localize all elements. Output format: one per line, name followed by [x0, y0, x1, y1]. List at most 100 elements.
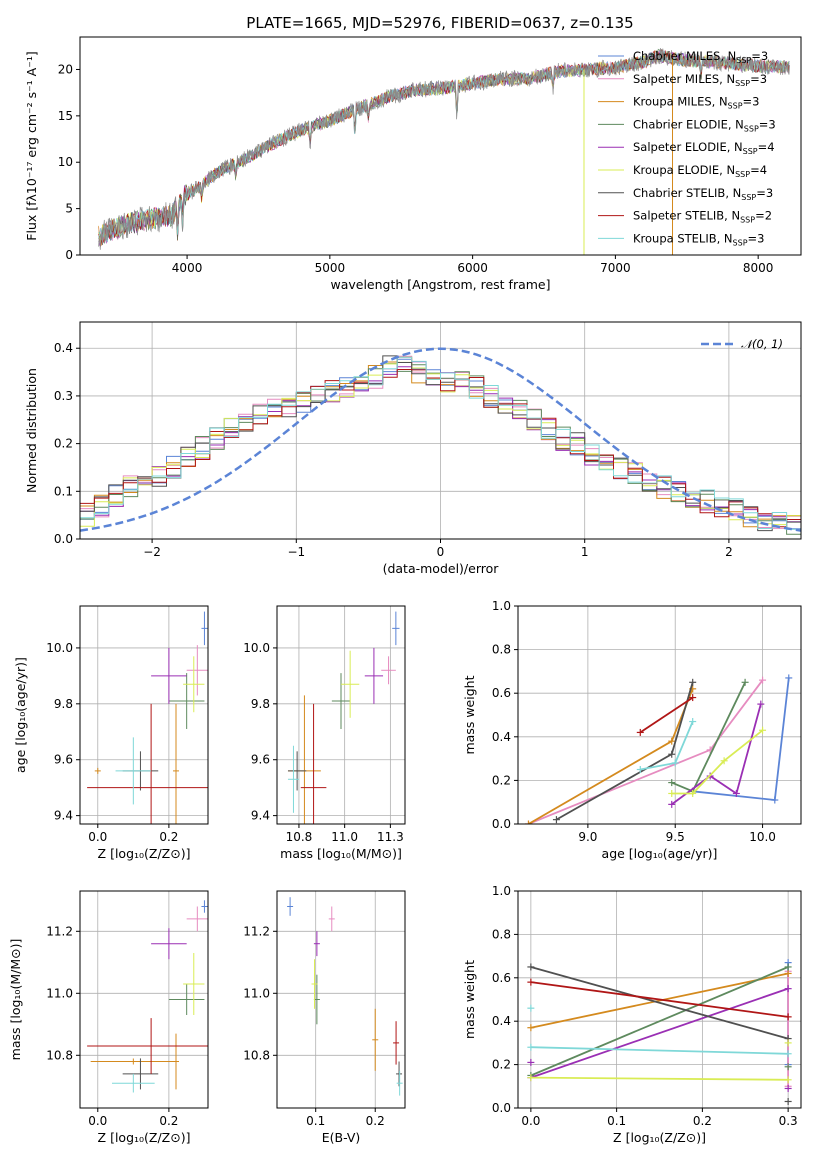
y-tick-label: 10 — [58, 155, 73, 169]
series-line-kroupa-stelib — [530, 1046, 789, 1055]
plot-frame — [79, 890, 209, 1109]
plot-area — [87, 900, 208, 1093]
legend-label-chabrier-stelib: Chabrier STELIB, NSSP=3 — [633, 186, 773, 202]
x-axis-label: wavelength [Angstrom, rest frame] — [330, 277, 550, 292]
legend-text: Chabrier MILES, N — [633, 49, 736, 63]
y-tick-label: 9.8 — [251, 697, 270, 711]
x-tick-label: 0.0 — [88, 1114, 107, 1128]
plot-area — [527, 959, 792, 1105]
y-tick-label: 11.2 — [243, 924, 270, 938]
y-tick-label: 0.0 — [54, 532, 73, 546]
figure-title: PLATE=1665, MJD=52976, FIBERID=0637, z=0… — [246, 14, 633, 32]
legend-suffix: =3 — [748, 231, 765, 245]
y-tick-label: 20 — [58, 62, 73, 76]
y-tick-label: 10.8 — [243, 1048, 270, 1062]
x-axis-label: age [log₁₀(age/yr)] — [602, 846, 718, 861]
legend-label-salpeter-elodie: Salpeter ELODIE, NSSP=4 — [633, 140, 775, 156]
spectrum-panel: 4000 5000 6000 7000 8000 0 5 10 15 20 Chabrier MIL… — [24, 36, 802, 292]
x-axis-label: (data-model)/error — [383, 561, 500, 576]
x-tick-label: 1 — [581, 545, 589, 559]
y-tick-label: 1.0 — [492, 884, 511, 898]
y-tick-label: 0.0 — [492, 817, 511, 831]
y-tick-label: 0.8 — [492, 927, 511, 941]
y-tick-label: 9.4 — [251, 809, 270, 823]
legend-subscript: SSP — [736, 56, 751, 65]
legend-label-chabrier-miles: Chabrier MILES, NSSP=3 — [633, 49, 768, 65]
series-line-salpeter-elodie — [530, 987, 789, 1079]
x-axis-label: Z [log₁₀(Z/Z⊙)] — [98, 846, 191, 861]
plot-area — [287, 611, 400, 824]
legend-label-salpeter-miles: Salpeter MILES, NSSP=3 — [633, 72, 767, 88]
series-line-salpeter-elodie — [671, 703, 762, 806]
x-tick-label: 11.3 — [377, 830, 404, 844]
legend-suffix: =3 — [750, 72, 767, 86]
legend-text: Kroupa MILES, N — [633, 95, 728, 109]
y-tick-label: 0.2 — [492, 1058, 511, 1072]
y-tick-label: 9.6 — [251, 753, 270, 767]
series-line-kroupa-elodie — [530, 1076, 789, 1081]
legend-suffix: =4 — [750, 163, 767, 177]
legend-subscript: SSP — [740, 216, 755, 225]
legend-text: Salpeter STELIB, N — [633, 209, 740, 223]
series-line-chabrier-miles — [692, 677, 790, 801]
legend-subscript: SSP — [728, 102, 743, 111]
plot-frame — [276, 605, 406, 825]
y-tick-label: 0.4 — [492, 730, 511, 744]
x-tick-label: 9.5 — [666, 830, 685, 844]
histogram-salpeter-stelib — [80, 369, 801, 528]
y-tick-label: 0.2 — [54, 437, 73, 451]
series-line-salpeter-stelib — [530, 981, 789, 1018]
x-tick-label: 7000 — [600, 261, 631, 275]
legend-suffix: =2 — [755, 209, 772, 223]
legend-text: Salpeter ELODIE, N — [633, 140, 743, 154]
normal-reference-curve — [80, 347, 801, 532]
legend-subscript: SSP — [744, 124, 759, 133]
mass-weight-vs-metallicity-panel: 0.0 0.1 0.2 0.3 0.0 0.2 0.4 0.6 0.8 1.0 Z [log₁₀(Z… — [462, 884, 802, 1145]
series-line-chabrier-stelib — [530, 966, 789, 1040]
y-tick-label: 10.8 — [46, 1048, 73, 1062]
histogram-kroupa-stelib — [80, 356, 801, 530]
x-tick-label: 0.1 — [306, 1114, 325, 1128]
series-line-salpeter-miles — [528, 679, 764, 824]
x-tick-label: 9.0 — [578, 830, 597, 844]
legend-text: Kroupa ELODIE, N — [633, 163, 735, 177]
y-axis-label: mass [log₁₀(M/M⊙)] — [8, 939, 23, 1061]
y-axis-label: Flux [fλ10⁻¹⁷ erg cm⁻² s⁻¹ A⁻¹] — [24, 51, 39, 240]
x-tick-label: −1 — [287, 545, 305, 559]
legend-text: Salpeter MILES, N — [633, 72, 735, 86]
legend-subscript: SSP — [741, 193, 756, 202]
legend-suffix: =4 — [758, 140, 775, 154]
legend-subscript: SSP — [743, 147, 758, 156]
y-tick-label: 0.8 — [492, 643, 511, 657]
x-tick-label: 6000 — [457, 261, 488, 275]
series-line-salpeter-stelib — [639, 696, 694, 734]
mass-weight-vs-age-panel: 9.0 9.5 10.0 0.0 0.2 0.4 0.6 0.8 1.0 age [log₁₀(a… — [462, 599, 802, 861]
legend-subscript: SSP — [735, 170, 750, 179]
legend-text: Kroupa STELIB, N — [633, 231, 733, 245]
x-tick-label: 0.2 — [693, 1114, 712, 1128]
y-tick-label: 5 — [65, 202, 73, 216]
plot-frame — [79, 36, 802, 256]
plot-area — [287, 897, 403, 1096]
mass-vs-ebv-panel: 0.1 0.2 10.8 11.0 11.2 E(B-V) — [243, 890, 406, 1145]
x-tick-label: 0.2 — [366, 1114, 385, 1128]
y-tick-label: 11.0 — [46, 986, 73, 1000]
plot-frame — [517, 605, 802, 825]
x-axis-label: Z [log₁₀(Z/Z⊙)] — [613, 1130, 706, 1145]
legend-subscript: SSP — [735, 79, 750, 88]
y-tick-label: 11.2 — [46, 924, 73, 938]
plot-area — [524, 674, 793, 824]
plot-frame — [79, 605, 209, 825]
x-tick-label: 10.0 — [749, 830, 776, 844]
series-line-kroupa-stelib — [640, 721, 694, 771]
y-tick-label: 0.2 — [492, 773, 511, 787]
x-tick-label: 0.2 — [159, 1114, 178, 1128]
x-tick-label: 0.0 — [521, 1114, 540, 1128]
x-tick-label: 2 — [725, 545, 733, 559]
y-tick-label: 9.4 — [54, 809, 73, 823]
y-tick-label: 0.0 — [492, 1101, 511, 1115]
legend-label-salpeter-stelib: Salpeter STELIB, NSSP=2 — [633, 209, 772, 225]
y-tick-label: 10.0 — [46, 641, 73, 655]
legend-suffix: =3 — [751, 49, 768, 63]
residual-histogram-panel: −2 −1 0 1 2 0.0 0.1 0.2 0.3 0.4 𝒩(0, 1) (data-model… — [24, 321, 802, 576]
